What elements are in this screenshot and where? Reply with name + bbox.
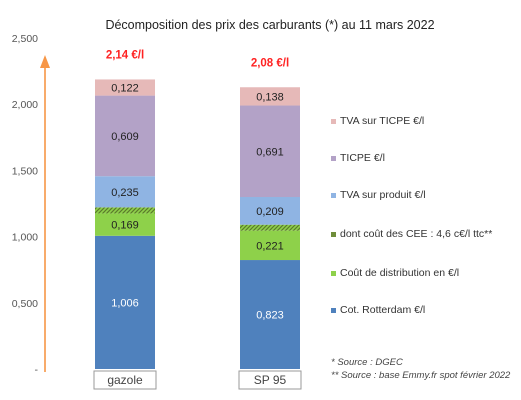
data-label-0-4: 0,609: [111, 131, 139, 143]
bar-segment-1-2: [240, 224, 300, 231]
data-label-1-3: 0,209: [256, 206, 284, 218]
bar-segment-1-4: [240, 105, 300, 198]
legend-label-0: Cot. Rotterdam €/l: [340, 304, 425, 316]
legend-swatch-2: [331, 232, 336, 237]
legend-label-2: dont coût des CEE : 4,6 c€/l ttc**: [340, 228, 492, 240]
bar-segment-0-2: [95, 207, 155, 214]
legend-label-3: TVA sur produit €/l: [340, 189, 426, 201]
bar-segment-1-0: [240, 260, 300, 369]
bar-segment-1-5: [240, 87, 300, 106]
data-label-0-1: 0,169: [111, 220, 139, 232]
total-label-0: 2,14 €/l: [106, 49, 144, 61]
source-note-1: * Source : DGEC: [331, 357, 403, 368]
y-tick-label-4: 2,000: [12, 99, 38, 111]
bar-segment-0-4: [95, 95, 155, 177]
y-tick-label-1: 0,500: [12, 298, 38, 310]
legend-label-4: TICPE €/l: [340, 152, 385, 164]
bar-segment-1-3: [240, 197, 300, 225]
legend-label-5: TVA sur TICPE €/l: [340, 115, 424, 127]
data-label-1-4: 0,691: [256, 146, 284, 158]
legend-swatch-4: [331, 156, 336, 161]
category-label-0: gazole: [107, 373, 143, 387]
chart-title: Décomposition des prix des carburants (*…: [105, 18, 434, 32]
legend: TVA sur TICPE €/l TICPE €/l TVA sur produi…: [331, 115, 492, 316]
legend-swatch-5: [331, 119, 336, 124]
bar-segment-0-0: [95, 235, 155, 369]
data-label-0-5: 0,122: [111, 83, 139, 95]
bar-segment-0-1: [95, 213, 155, 236]
bar-segment-0-5: [95, 79, 155, 96]
y-tick-label-5: 2,500: [12, 33, 38, 45]
y-tick-label-0: -: [35, 364, 39, 376]
data-label-1-5: 0,138: [256, 91, 284, 103]
y-tick-label-3: 1,500: [12, 165, 38, 177]
source-note-2: ** Source : base Emmy.fr spot février 20…: [331, 370, 511, 381]
legend-swatch-3: [331, 193, 336, 198]
category-box-0: [93, 370, 157, 390]
data-label-0-0: 1,006: [111, 297, 139, 309]
category-label-1: SP 95: [254, 373, 287, 387]
total-label-1: 2,08 €/l: [251, 57, 289, 69]
legend-swatch-1: [331, 271, 336, 276]
category-box-1: [238, 370, 302, 390]
arrow-head: [40, 55, 50, 68]
data-label-0-3: 0,235: [111, 187, 139, 199]
y-axis: - 0,500 1,000 1,500 2,000 2,500: [12, 33, 39, 376]
legend-label-1: Coût de distribution en €/l: [340, 267, 459, 279]
bar-segment-1-1: [240, 230, 300, 261]
data-label-1-1: 0,221: [256, 240, 284, 252]
y-tick-label-2: 1,000: [12, 232, 38, 244]
data-label-1-0: 0,823: [256, 310, 284, 322]
y-axis-arrow: [40, 55, 50, 372]
bar-segment-0-3: [95, 176, 155, 208]
bars: 1,006 0,169 0,235 0,609 0,122 2,14 €/l gazole 0…: [93, 49, 302, 390]
legend-swatch-0: [331, 308, 336, 313]
